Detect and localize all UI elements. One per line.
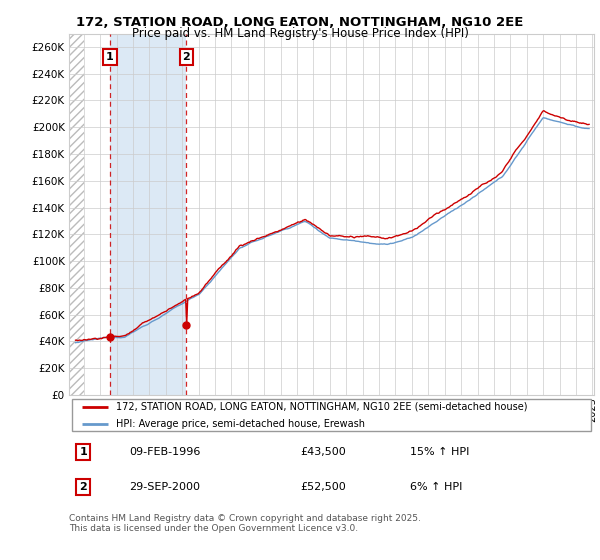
Text: £43,500: £43,500	[300, 447, 346, 457]
Bar	[110, 34, 187, 395]
Text: 09-FEB-1996: 09-FEB-1996	[130, 447, 201, 457]
Text: 1: 1	[106, 52, 114, 62]
Text: 6% ↑ HPI: 6% ↑ HPI	[410, 482, 463, 492]
Text: 2: 2	[79, 482, 87, 492]
Text: 172, STATION ROAD, LONG EATON, NOTTINGHAM, NG10 2EE: 172, STATION ROAD, LONG EATON, NOTTINGHA…	[76, 16, 524, 29]
Text: 1: 1	[79, 447, 87, 457]
Text: £52,500: £52,500	[300, 482, 346, 492]
FancyBboxPatch shape	[71, 399, 592, 431]
Text: 15% ↑ HPI: 15% ↑ HPI	[410, 447, 470, 457]
Text: Price paid vs. HM Land Registry's House Price Index (HPI): Price paid vs. HM Land Registry's House …	[131, 27, 469, 40]
Text: 29-SEP-2000: 29-SEP-2000	[130, 482, 200, 492]
Bar	[69, 34, 84, 395]
Text: Contains HM Land Registry data © Crown copyright and database right 2025.
This d: Contains HM Land Registry data © Crown c…	[69, 514, 421, 534]
Text: 2: 2	[182, 52, 190, 62]
Text: HPI: Average price, semi-detached house, Erewash: HPI: Average price, semi-detached house,…	[116, 419, 365, 428]
Text: 172, STATION ROAD, LONG EATON, NOTTINGHAM, NG10 2EE (semi-detached house): 172, STATION ROAD, LONG EATON, NOTTINGHA…	[116, 402, 528, 412]
